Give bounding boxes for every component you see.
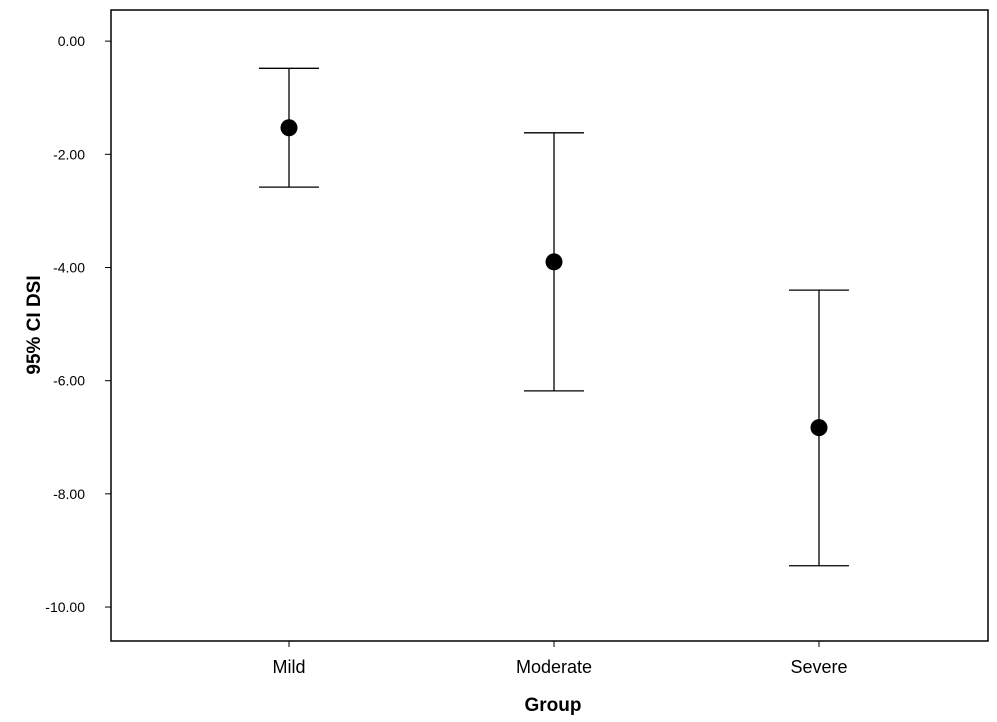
x-axis-ticks: Mild Moderate Severe (272, 641, 848, 677)
x-tick-label: Mild (272, 657, 305, 677)
x-tick-label: Moderate (516, 657, 592, 677)
plot-area (110, 9, 989, 642)
y-tick-label: 0.00 (58, 33, 85, 49)
y-axis-ticks: 0.00 -2.00 -4.00 -6.00 -8.00 -10.00 (45, 33, 111, 615)
y-tick-label: -10.00 (45, 599, 85, 615)
mean-marker (810, 419, 828, 437)
y-tick-label: -8.00 (53, 486, 85, 502)
y-tick-label: -6.00 (53, 373, 85, 389)
mean-marker (280, 119, 298, 137)
error-bars (259, 67, 849, 567)
y-axis-title: 95% CI DSI (24, 275, 45, 374)
mean-marker (545, 253, 563, 271)
y-tick-label: -2.00 (53, 146, 85, 162)
x-tick-label: Severe (790, 657, 847, 677)
x-axis-title: Group (525, 695, 582, 716)
y-tick-label: -4.00 (53, 259, 85, 275)
